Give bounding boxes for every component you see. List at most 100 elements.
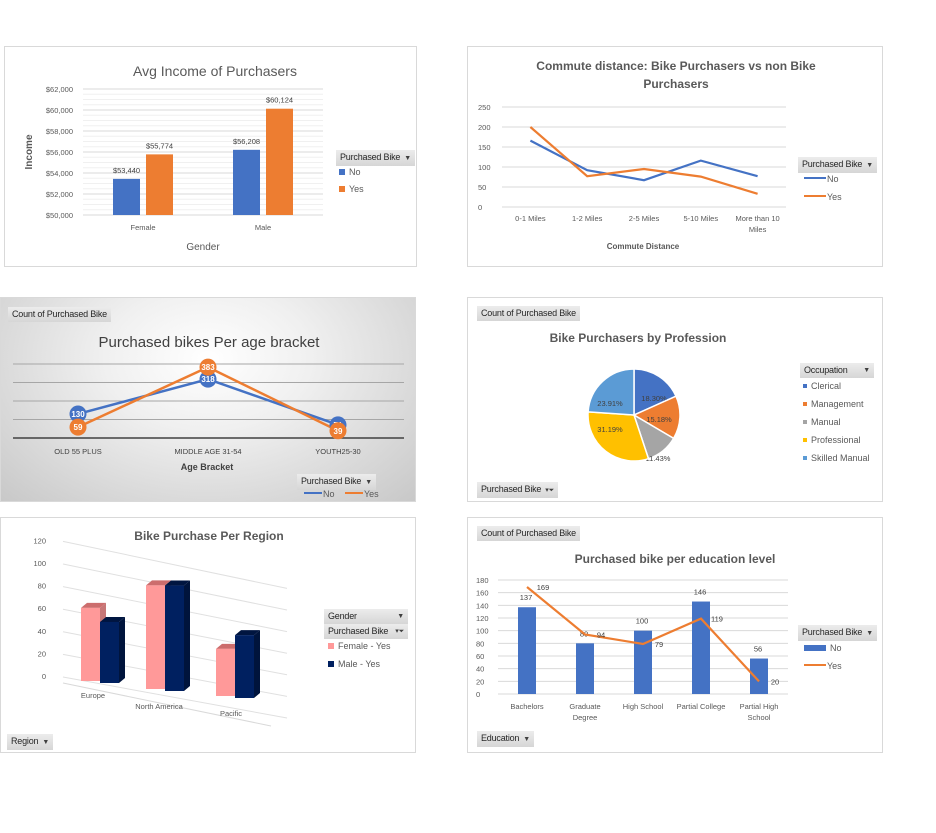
legend-line-no	[804, 177, 826, 179]
dropdown-arrow-icon: ▼	[523, 736, 530, 743]
region-axis-button[interactable]: Region ▼	[7, 734, 54, 750]
legend-item-male: Male - Yes	[328, 659, 380, 669]
axis-label: Region	[11, 736, 39, 746]
legend-item-no: No	[804, 643, 842, 653]
y-tick-label: $58,000	[46, 127, 73, 136]
data-label: 59	[74, 423, 83, 432]
legend-line-yes	[345, 492, 363, 494]
bar-no-female	[113, 178, 140, 215]
x-tick-label: YOUTH25-30	[315, 447, 360, 456]
commute-plot: Commute distance: Bike Purchasers vs non…	[478, 59, 816, 251]
chart-title-line: Purchasers	[643, 77, 709, 91]
bar-female---yes-north-america	[146, 585, 165, 689]
education-axis-button[interactable]: Education ▼	[477, 731, 534, 747]
legend-label: No	[349, 167, 361, 177]
region-chart[interactable]: Bike Purchase Per Region 0 20 40 60 80 100 120 E…	[0, 517, 416, 753]
legend-label: Yes	[827, 192, 842, 202]
bar-male---yes-north-america	[165, 585, 184, 691]
data-point-yes	[329, 422, 347, 440]
x-tick-label: 0-1 Miles	[515, 214, 546, 223]
legend-label: Yes	[349, 184, 364, 194]
series-line-yes	[529, 126, 758, 195]
legend-item-no: No	[339, 167, 361, 177]
purchased-bike-legend-button[interactable]: Purchased Bike ▼	[798, 157, 877, 173]
y-tick-label: 20	[38, 649, 46, 658]
data-label: 137	[520, 593, 533, 602]
chart-title: Purchased bike per education level	[575, 552, 776, 566]
bar-top	[146, 580, 171, 586]
data-label: 79	[655, 640, 663, 649]
data-label: $56,208	[233, 137, 260, 146]
legend-line-no	[304, 492, 322, 494]
education-chart[interactable]: Purchased bike per education level 0 20 40 6…	[467, 517, 883, 753]
bar-yes-male	[266, 108, 293, 215]
gender-legend-button[interactable]: Gender ▼	[324, 609, 408, 624]
count-field-button[interactable]: Count of Purchased Bike	[477, 526, 580, 541]
legend-label: No	[830, 643, 842, 653]
y-tick-label: $60,000	[46, 106, 73, 115]
legend-label: Professional	[811, 435, 861, 445]
y-tick-label: 140	[476, 601, 489, 610]
gridline	[62, 540, 288, 589]
count-field-button[interactable]: Count of Purchased Bike	[8, 307, 111, 322]
y-tick-label: 60	[38, 604, 46, 613]
legend-title: Occupation	[804, 365, 848, 375]
data-label: 11.43%	[646, 454, 671, 463]
legend-label: Male - Yes	[338, 659, 381, 669]
y-tick-label: 0	[42, 672, 46, 681]
x-tick-label: Female	[130, 223, 155, 232]
x-tick-label: 2-5 Miles	[629, 214, 660, 223]
dropdown-arrow-icon: ▼	[866, 162, 873, 169]
data-label: 31.19%	[597, 425, 623, 434]
x-tick-label: MIDDLE AGE 31-54	[174, 447, 241, 456]
field-label: Count of Purchased Bike	[481, 528, 576, 538]
occupation-legend-button[interactable]: Occupation ▼	[800, 363, 874, 378]
age-bracket-chart[interactable]: Purchased bikes Per age bracket OLD 55 PL…	[0, 297, 416, 502]
data-label: 23.91%	[597, 399, 623, 408]
x-axis-title: Age Bracket	[181, 462, 234, 472]
purchased-bike-legend-button[interactable]: Purchased Bike ▼	[336, 150, 415, 166]
data-label: 119	[711, 615, 723, 624]
y-tick-label: 0	[476, 690, 480, 699]
y-tick-label: 160	[476, 589, 489, 598]
dropdown-arrow-icon: ▼	[404, 155, 411, 162]
legend-item-manual: Manual	[803, 417, 841, 427]
x-tick-label: Bachelors	[510, 702, 544, 711]
bar-no-partial-high-school	[750, 658, 768, 694]
legend-swatch-yes	[339, 186, 345, 192]
legend-title: Purchased Bike	[802, 627, 863, 637]
legend-swatch	[803, 438, 807, 442]
y-tick-label: 100	[478, 163, 491, 172]
bar-top	[216, 643, 241, 649]
commute-distance-chart[interactable]: Commute distance: Bike Purchasers vs non…	[467, 46, 883, 267]
legend-item-no: No	[804, 174, 839, 184]
profession-pie-chart[interactable]: Bike Purchasers by Profession 18.30% 15.18…	[467, 297, 883, 502]
dropdown-arrow-icon: ▼	[866, 630, 873, 637]
dropdown-arrow-icon: ▼	[42, 739, 50, 746]
legend-line-yes	[804, 195, 826, 197]
purchased-bike-legend-button[interactable]: Purchased Bike ▾⏷	[324, 624, 408, 639]
purchased-bike-filter-button[interactable]: Purchased Bike ▾⏷	[477, 482, 558, 498]
data-point-yes	[69, 418, 87, 436]
y-tick-label: 120	[33, 536, 46, 545]
legend-swatch-male	[328, 661, 334, 667]
data-label: 56	[754, 645, 762, 654]
y-tick-label: 150	[478, 143, 491, 152]
legend-title: Purchased Bike	[340, 152, 401, 162]
legend-swatch-no	[804, 645, 826, 651]
bar-no-partial-college	[692, 601, 710, 694]
data-label: $53,440	[113, 166, 140, 175]
purchased-bike-legend-button[interactable]: Purchased Bike ▼	[297, 474, 376, 490]
purchased-bike-legend-button[interactable]: Purchased Bike ▼	[798, 625, 877, 641]
bar-top	[81, 602, 106, 608]
x-tick-label: Pacific	[220, 709, 242, 718]
y-tick-label: $56,000	[46, 148, 73, 157]
legend-label: Yes	[827, 661, 842, 671]
count-field-button[interactable]: Count of Purchased Bike	[477, 306, 580, 321]
avg-income-chart[interactable]: Avg Income of Purchasers $50,000 $52,000 $5…	[4, 46, 417, 267]
legend-label: Female - Yes	[338, 641, 391, 651]
legend-swatch	[803, 420, 807, 424]
bar-side	[119, 616, 125, 683]
legend-item-yes: Yes	[804, 192, 842, 202]
y-tick-label: 100	[476, 627, 489, 636]
